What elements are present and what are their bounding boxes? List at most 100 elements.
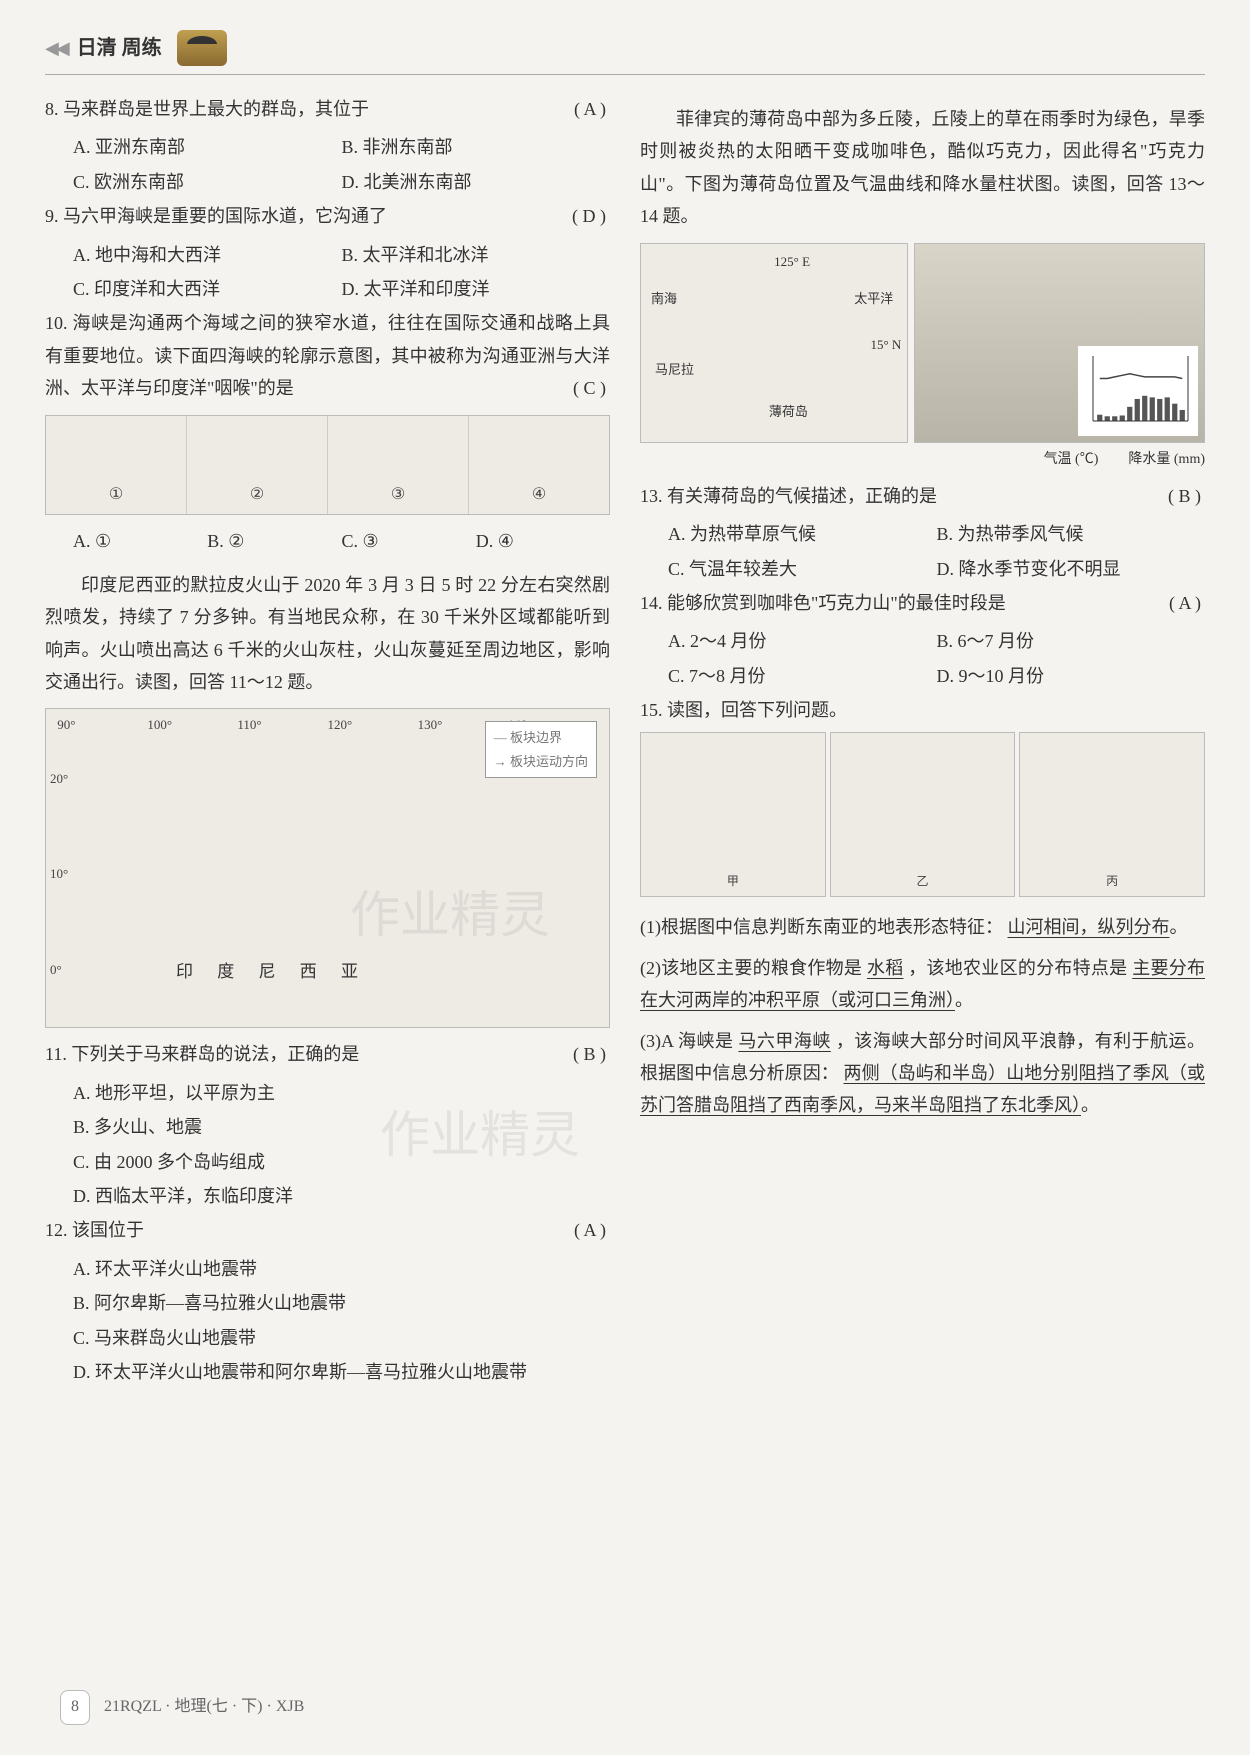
q10-strait-figure: ① ② ③ ④ xyxy=(45,415,610,515)
q8-options: A. 亚洲东南部 B. 非洲东南部 C. 欧洲东南部 D. 北美洲东南部 xyxy=(45,131,610,200)
climate-axis-labels: 气温 (℃) 降水量 (mm) xyxy=(640,447,1205,472)
q11-options: A. 地形平坦，以平原为主 B. 多火山、地震 C. 由 2000 多个岛屿组成… xyxy=(45,1077,610,1215)
indonesia-label: 印 度 尼 西 亚 xyxy=(176,957,368,988)
q15-sub2-answer1: 水稻 xyxy=(867,958,904,978)
question-15: 15. 读图，回答下列问题。 xyxy=(640,694,1205,726)
q15-sub1-answer: 山河相间，纵列分布 xyxy=(1008,917,1170,937)
q8-opt-c: C. 欧洲东南部 xyxy=(73,166,342,198)
q15-sub1: (1)根据图中信息判断东南亚的地表形态特征： 山河相间，纵列分布。 xyxy=(640,911,1205,943)
q13-opt-b: B. 为热带季风气候 xyxy=(937,518,1206,550)
q12-text: 12. 该国位于 xyxy=(45,1220,144,1240)
question-8: 8. 马来群岛是世界上最大的群岛，其位于 ( A ) xyxy=(45,93,610,125)
question-14: 14. 能够欣赏到咖啡色"巧克力山"的最佳时段是 ( A ) xyxy=(640,587,1205,619)
q9-opt-a: A. 地中海和大西洋 xyxy=(73,239,342,271)
q11-opt-d: D. 西临太平洋，东临印度洋 xyxy=(73,1180,610,1212)
q8-answer: ( A ) xyxy=(574,93,606,125)
q13-opt-a: A. 为热带草原气候 xyxy=(668,518,937,550)
q9-opt-c: C. 印度洋和大西洋 xyxy=(73,273,342,305)
q10-opt-b: B. ② xyxy=(207,525,341,557)
map-jia-label: 甲 xyxy=(727,871,739,893)
lon-110: 110° xyxy=(237,713,261,736)
question-12: 12. 该国位于 ( A ) xyxy=(45,1214,610,1246)
q14-opt-c: C. 7～8 月份 xyxy=(668,660,937,692)
header-arrows-icon: ◀◀ xyxy=(45,32,67,64)
q9-opt-d: D. 太平洋和印度洋 xyxy=(342,273,611,305)
q14-opt-d: D. 9～10 月份 xyxy=(937,660,1206,692)
q8-opt-d: D. 北美洲东南部 xyxy=(342,166,611,198)
q11-answer: ( B ) xyxy=(573,1038,606,1070)
climate-chart xyxy=(1078,346,1198,436)
legend-boundary: — 板块边界 xyxy=(494,726,588,749)
q15-sub2-qb: ，该地农业区的分布特点是 xyxy=(908,958,1127,978)
map-legend: — 板块边界 → 板块运动方向 xyxy=(485,721,597,778)
climate-svg xyxy=(1078,346,1198,436)
q12-options: A. 环太平洋火山地震带 B. 阿尔卑斯—喜马拉雅火山地震带 C. 马来群岛火山… xyxy=(45,1253,610,1391)
lon-130: 130° xyxy=(418,713,443,736)
strait-4: ④ xyxy=(469,416,609,514)
temp-axis-label: 气温 (℃) xyxy=(1044,447,1099,472)
q14-opt-a: A. 2～4 月份 xyxy=(668,625,937,657)
q13-opt-c: C. 气温年较差大 xyxy=(668,553,937,585)
q9-text: 9. 马六甲海峡是重要的国际水道，它沟通了 xyxy=(45,206,387,226)
q15-sub2-qa: (2)该地区主要的粮食作物是 xyxy=(640,958,862,978)
question-13: 13. 有关薄荷岛的气候描述，正确的是 ( B ) xyxy=(640,480,1205,512)
strait-3: ③ xyxy=(328,416,469,514)
page-header: ◀◀ 日清 周练 xyxy=(45,30,1205,75)
q8-text: 8. 马来群岛是世界上最大的群岛，其位于 xyxy=(45,99,369,119)
graduation-cap-icon xyxy=(177,30,227,66)
right-column: 菲律宾的薄荷岛中部为多丘陵，丘陵上的草在雨季时为绿色，旱季时则被炎热的太阳晒干变… xyxy=(640,93,1205,1390)
two-column-layout: 8. 马来群岛是世界上最大的群岛，其位于 ( A ) A. 亚洲东南部 B. 非… xyxy=(45,93,1205,1390)
q12-answer: ( A ) xyxy=(574,1214,606,1246)
map-jia: 甲 xyxy=(640,732,826,897)
q15-three-maps: 甲 乙 丙 xyxy=(640,732,1205,897)
question-9: 9. 马六甲海峡是重要的国际水道，它沟通了 ( D ) xyxy=(45,200,610,232)
phmap-bohol: 薄荷岛 xyxy=(769,400,808,423)
indonesia-plate-map: 90° 100° 110° 120° 130° 140° 20° 10° 0° … xyxy=(45,708,610,1028)
q15-sub2: (2)该地区主要的粮食作物是 水稻 ，该地农业区的分布特点是 主要分布在大河两岸… xyxy=(640,952,1205,1017)
legend-motion: → 板块运动方向 xyxy=(494,750,588,773)
q9-answer: ( D ) xyxy=(572,200,606,232)
q13-opt-d: D. 降水季节变化不明显 xyxy=(937,553,1206,585)
passage-bohol: 菲律宾的薄荷岛中部为多丘陵，丘陵上的草在雨季时为绿色，旱季时则被炎热的太阳晒干变… xyxy=(640,103,1205,233)
lon-90: 90° xyxy=(57,713,75,736)
q11-opt-c: C. 由 2000 多个岛屿组成 xyxy=(73,1146,610,1178)
q13-answer: ( B ) xyxy=(1168,480,1201,512)
precip-axis-label: 降水量 (mm) xyxy=(1128,447,1205,472)
strait-1: ① xyxy=(46,416,187,514)
q14-answer: ( A ) xyxy=(1169,587,1201,619)
phmap-lat: 15° N xyxy=(870,333,901,356)
q8-opt-a: A. 亚洲东南部 xyxy=(73,131,342,163)
q15-sub3-answer1: 马六甲海峡 xyxy=(738,1031,830,1051)
q10-opt-a: A. ① xyxy=(73,525,207,557)
q8-opt-b: B. 非洲东南部 xyxy=(342,131,611,163)
q15-sub1-q: (1)根据图中信息判断东南亚的地表形态特征： xyxy=(640,917,1003,937)
lon-100: 100° xyxy=(147,713,172,736)
lon-120: 120° xyxy=(328,713,353,736)
lat-20: 20° xyxy=(50,767,68,790)
lat-10: 10° xyxy=(50,862,68,885)
header-title: 日清 周练 xyxy=(77,30,162,66)
q11-opt-a: A. 地形平坦，以平原为主 xyxy=(73,1077,610,1109)
phmap-lon: 125° E xyxy=(774,250,810,273)
q15-text: 15. 读图，回答下列问题。 xyxy=(640,700,847,720)
passage-indonesia: 印度尼西亚的默拉皮火山于 2020 年 3 月 3 日 5 时 22 分左右突然… xyxy=(45,569,610,699)
map-yi: 乙 xyxy=(830,732,1016,897)
q15-sub3-qa: (3)A 海峡是 xyxy=(640,1031,733,1051)
q10-answer: ( C ) xyxy=(573,372,606,404)
footer-code: 21RQZL · 地理(七 · 下) · XJB xyxy=(104,1693,304,1722)
page-number: 8 xyxy=(60,1690,90,1725)
q10-opt-d: D. ④ xyxy=(476,525,610,557)
lat-0: 0° xyxy=(50,958,62,981)
q13-options: A. 为热带草原气候 B. 为热带季风气候 C. 气温年较差大 D. 降水季节变… xyxy=(640,518,1205,587)
q10-options: A. ① B. ② C. ③ D. ④ xyxy=(45,525,610,559)
q13-text: 13. 有关薄荷岛的气候描述，正确的是 xyxy=(640,486,937,506)
q12-opt-d: D. 环太平洋火山地震带和阿尔卑斯—喜马拉雅火山地震带 xyxy=(73,1356,610,1388)
q9-opt-b: B. 太平洋和北冰洋 xyxy=(342,239,611,271)
map-bing-label: 丙 xyxy=(1106,871,1118,893)
q9-options: A. 地中海和大西洋 B. 太平洋和北冰洋 C. 印度洋和大西洋 D. 太平洋和… xyxy=(45,239,610,308)
q11-opt-b: B. 多火山、地震 xyxy=(73,1111,610,1143)
phmap-pacific: 太平洋 xyxy=(854,287,893,310)
q15-sub3: (3)A 海峡是 马六甲海峡 ，该海峡大部分时间风平浪静，有利于航运。根据图中信… xyxy=(640,1025,1205,1122)
phmap-southsea: 南海 xyxy=(651,287,677,310)
q12-opt-c: C. 马来群岛火山地震带 xyxy=(73,1322,610,1354)
